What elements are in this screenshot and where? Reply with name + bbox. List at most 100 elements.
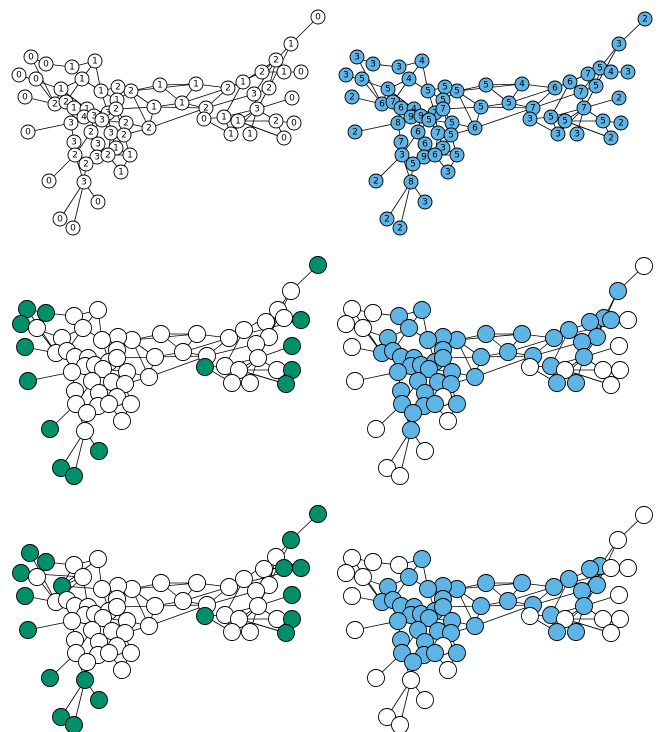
- node-label: 6: [567, 78, 573, 88]
- nodes: [337, 257, 653, 485]
- node-label: 1: [92, 57, 98, 67]
- node-circle: [581, 313, 599, 331]
- graph-node: [448, 395, 466, 413]
- node-circle: [268, 113, 284, 129]
- node-circle: [53, 81, 69, 97]
- graph-node: 5: [557, 113, 573, 129]
- node-circle: [122, 147, 138, 163]
- node-circle: [174, 343, 192, 361]
- edge: [474, 107, 534, 129]
- node-circle: [140, 617, 158, 635]
- graph-node: [390, 307, 408, 325]
- node-label: 2: [225, 84, 231, 94]
- graph-node: 0: [52, 211, 68, 227]
- node-circle: [448, 644, 466, 662]
- node-circle: [413, 301, 431, 319]
- graph-node: [434, 598, 452, 616]
- graph-node: [556, 610, 574, 628]
- node-label: 3: [422, 198, 428, 208]
- node-circle: [420, 83, 436, 99]
- graph-node: [337, 315, 355, 333]
- node-circle: [466, 617, 484, 635]
- graph-node: 2: [613, 115, 629, 131]
- node-circle: [389, 363, 407, 381]
- graph-node: [548, 374, 566, 392]
- node-circle: [421, 112, 437, 128]
- graph-node: [16, 338, 34, 356]
- node-label: 3: [343, 71, 349, 81]
- node-circle: [108, 349, 126, 367]
- node-circle: [403, 174, 419, 190]
- edge: [237, 120, 285, 139]
- node-circle: [545, 578, 563, 596]
- node-label: 7: [440, 105, 446, 115]
- node-label: 2: [105, 151, 111, 161]
- graph-node: [609, 282, 627, 300]
- node-circle: [560, 570, 578, 588]
- node-circle: [580, 66, 596, 82]
- node-label: 3: [108, 129, 114, 139]
- graph-node: 3: [89, 149, 105, 165]
- graph-node: 1: [64, 59, 80, 75]
- node-label: 5: [359, 75, 365, 85]
- node-circle: [93, 83, 109, 99]
- node-circle: [93, 331, 111, 349]
- graph-node: [116, 624, 134, 642]
- node-circle: [235, 74, 251, 90]
- graph-node: [402, 671, 420, 689]
- graph-node: [89, 301, 107, 319]
- node-circle: [338, 67, 354, 83]
- graph-node: 1: [146, 99, 162, 115]
- node-label: 2: [616, 94, 622, 104]
- graph-node: 2: [261, 80, 277, 96]
- graph-node: [477, 325, 495, 343]
- node-label: 0: [28, 53, 34, 63]
- graph-node: [602, 624, 620, 642]
- node-label: 3: [574, 130, 580, 140]
- graph-node: 3: [522, 111, 538, 127]
- node-circle: [87, 53, 103, 69]
- node-label: 5: [410, 160, 416, 170]
- node-circle: [74, 71, 90, 87]
- graph-node: 3: [550, 126, 566, 142]
- node-circle: [223, 126, 239, 142]
- graph-node: [343, 338, 361, 356]
- graph-node: 0: [293, 64, 309, 80]
- graph-node: [220, 329, 238, 347]
- node-label: 2: [146, 124, 152, 134]
- node-circle: [380, 81, 396, 97]
- node-label: 7: [432, 109, 438, 119]
- graph-node: [122, 644, 140, 662]
- node-circle: [283, 586, 301, 604]
- node-label: 0: [95, 198, 101, 208]
- edge: [148, 107, 207, 129]
- graph-node: [420, 360, 438, 378]
- node-label: 2: [273, 56, 279, 66]
- edge: [181, 87, 229, 104]
- graph-node: [65, 307, 83, 325]
- node-circle: [37, 304, 55, 322]
- node-label: 2: [373, 177, 379, 187]
- graph-node: [364, 553, 382, 571]
- node-label: 6: [472, 124, 478, 134]
- graph-node: [74, 568, 92, 586]
- graph-node: 3: [417, 194, 433, 210]
- graph-node: [78, 653, 96, 671]
- graph-node: 4: [401, 71, 417, 87]
- graph-node: 3: [249, 101, 265, 117]
- node-circle: [389, 612, 407, 630]
- graph-node: [146, 597, 164, 615]
- graph-node: [573, 582, 591, 600]
- node-circle: [65, 220, 81, 236]
- graph-node: 1: [283, 36, 299, 52]
- node-label: 1: [84, 105, 90, 115]
- graph-node: 1: [242, 126, 258, 142]
- node-circle: [419, 331, 437, 349]
- node-circle: [439, 661, 457, 679]
- node-label: 2: [88, 128, 94, 138]
- graph-node: [448, 644, 466, 662]
- node-circle: [90, 442, 108, 460]
- graph-node: 1: [87, 53, 103, 69]
- graph-node: [442, 375, 460, 393]
